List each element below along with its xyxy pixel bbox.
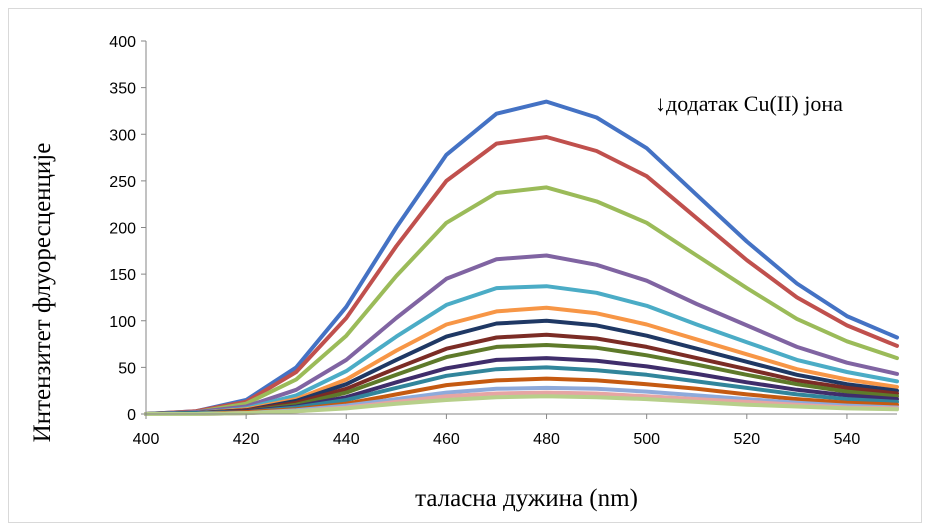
x-tick-label: 500 — [633, 431, 660, 448]
x-tick-label: 420 — [233, 431, 260, 448]
series-line-15 — [144, 394, 899, 416]
y-tick-label: 200 — [109, 221, 136, 238]
x-tick-label: 480 — [533, 431, 560, 448]
axes: 0 50 100 150 200 250 300 350 400 400 420 440 460 480 5… — [109, 34, 897, 448]
y-tick-label: 50 — [118, 360, 136, 377]
y-tick-label: 350 — [109, 81, 136, 98]
chart-frame — [8, 8, 922, 523]
annotation-label: ↓додатак Cu(II) јона — [655, 91, 843, 116]
series-line-4 — [144, 253, 899, 416]
series-line-2 — [144, 135, 899, 416]
y-tick-label: 0 — [127, 407, 136, 424]
x-tick-label: 520 — [733, 431, 760, 448]
y-tick-label: 150 — [109, 267, 136, 284]
y-axis-title: Интензитет флуоресценције — [29, 143, 56, 443]
series-line-5 — [144, 284, 899, 416]
x-tick-label: 540 — [834, 431, 861, 448]
series-line-3 — [144, 185, 899, 416]
y-tick-label: 300 — [109, 127, 136, 144]
plot-area — [144, 99, 899, 416]
y-tick-label: 400 — [109, 34, 136, 51]
series-line-1 — [144, 99, 899, 416]
y-tick-label: 100 — [109, 314, 136, 331]
x-tick-label: 460 — [433, 431, 460, 448]
x-axis-title: таласна дужина (nm) — [415, 485, 638, 512]
y-tick-label: 250 — [109, 174, 136, 191]
x-tick-label: 440 — [333, 431, 360, 448]
x-tick-label: 400 — [133, 431, 160, 448]
